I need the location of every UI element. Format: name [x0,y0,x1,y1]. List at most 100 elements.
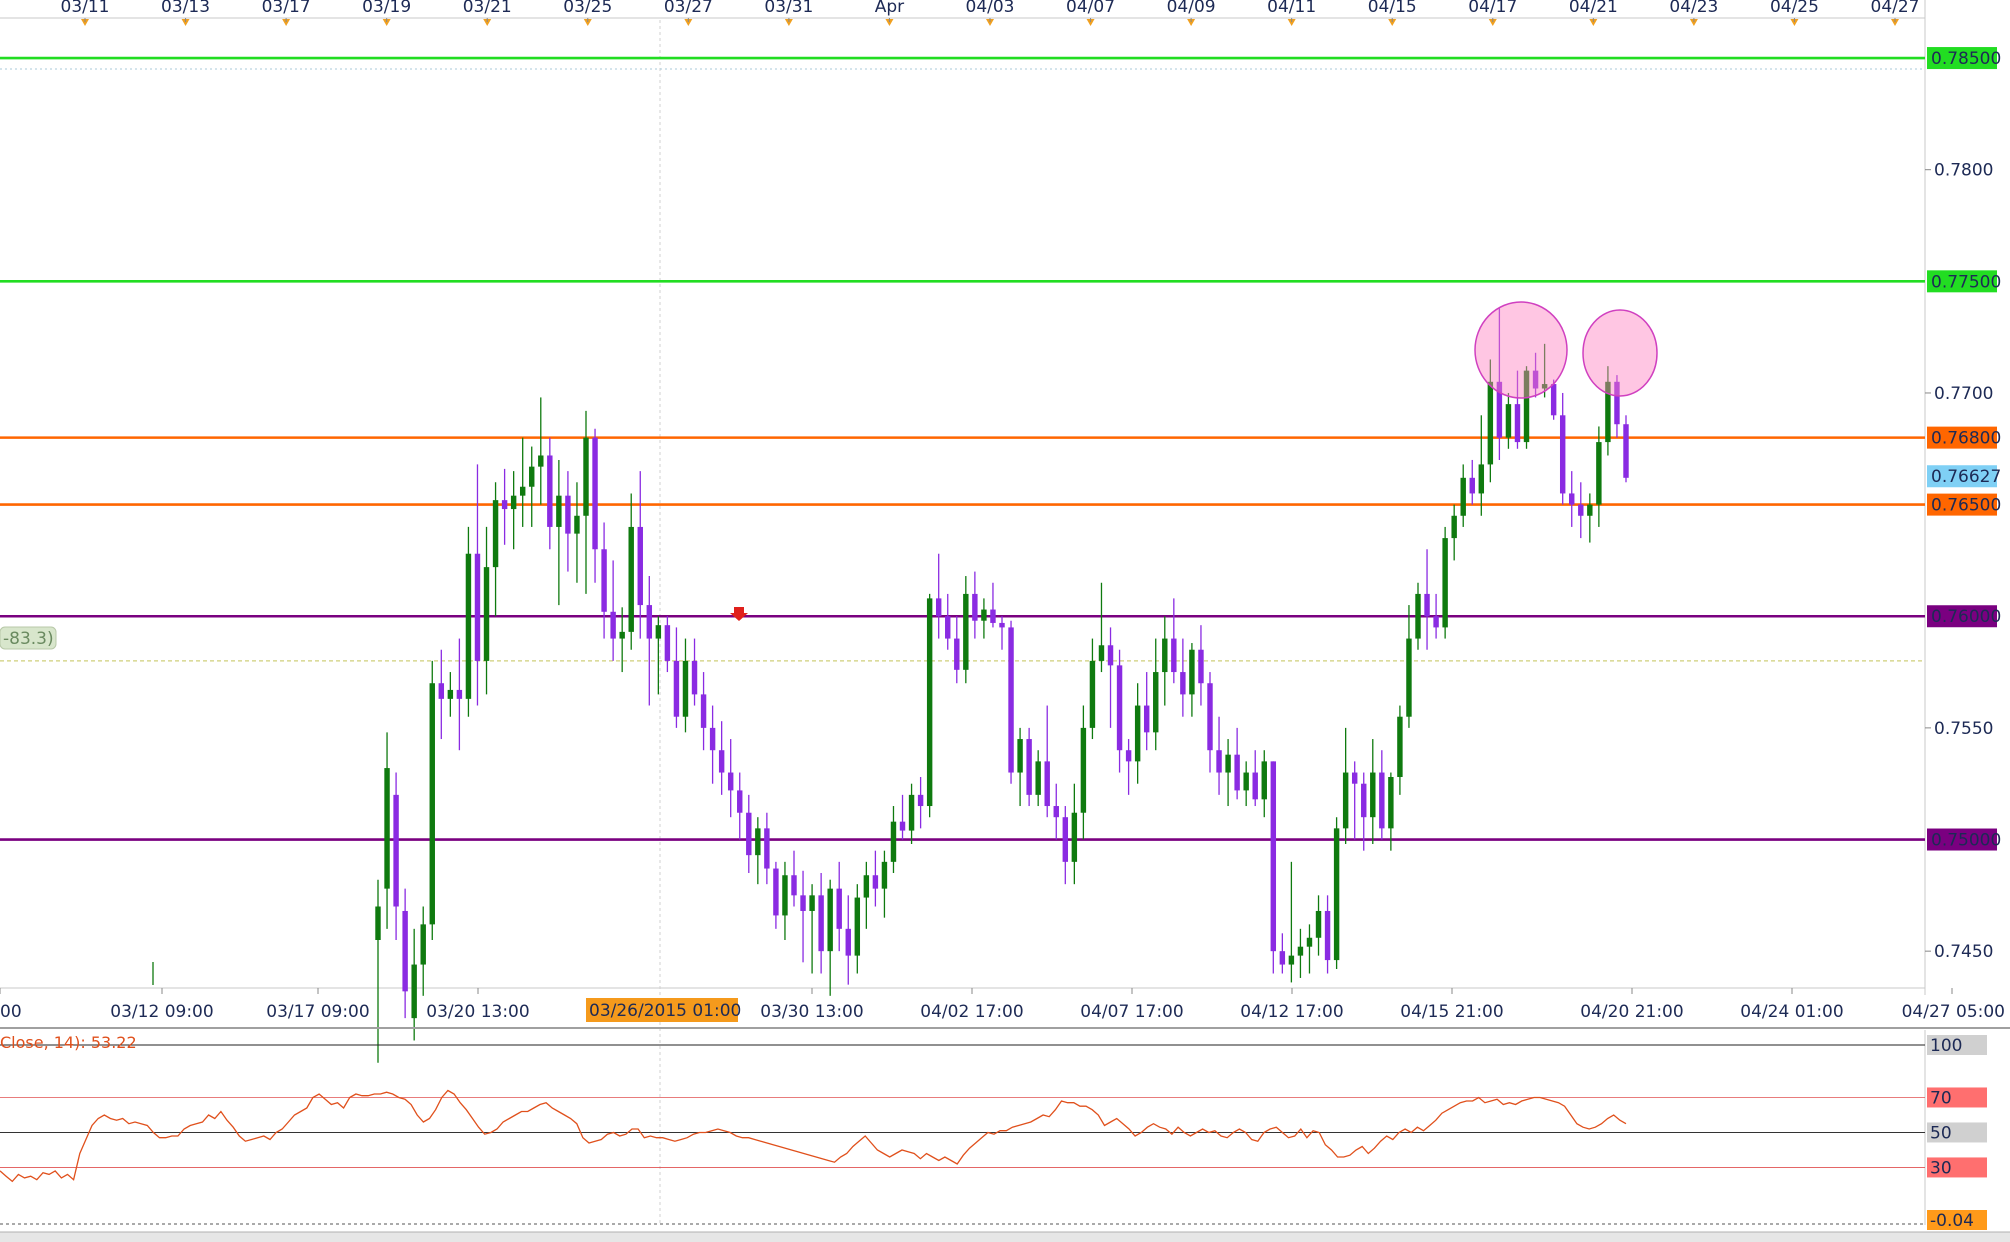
candle-body[interactable] [1198,649,1204,684]
candle-body[interactable] [1397,716,1403,778]
candle-body[interactable] [935,598,942,617]
candle-body[interactable] [1270,761,1277,952]
candle-body[interactable] [1442,538,1448,628]
candle-body[interactable] [673,660,680,717]
candle-body[interactable] [1370,772,1376,818]
candle-body[interactable] [1252,772,1258,800]
candle-body[interactable] [691,660,698,695]
candle-body[interactable] [764,828,770,869]
candle-body[interactable] [1587,504,1593,516]
candle-body[interactable] [700,694,707,728]
candle-body[interactable] [972,593,978,621]
candle-body[interactable] [1026,739,1032,795]
candle-body[interactable] [646,605,653,639]
candle-body[interactable] [628,526,634,632]
candle-body[interactable] [384,768,390,889]
candle-body[interactable] [709,727,716,751]
candle-body[interactable] [1614,381,1620,425]
candle-body[interactable] [999,622,1005,628]
candle-body[interactable] [547,455,553,527]
candle-body[interactable] [1505,404,1512,438]
candle-body[interactable] [1261,761,1267,800]
candle-body[interactable] [1180,672,1186,695]
candle-body[interactable] [1062,817,1069,862]
candle-body[interactable] [845,928,851,956]
candle-body[interactable] [890,821,897,862]
candle-body[interactable] [492,500,499,568]
candle-body[interactable] [393,794,399,907]
candle-body[interactable] [1424,593,1430,617]
candle-body[interactable] [1478,464,1485,494]
candle-body[interactable] [1623,424,1629,478]
candle-body[interactable] [1451,515,1457,539]
candle-body[interactable] [1415,593,1421,639]
candle-body[interactable] [510,495,517,510]
candle-body[interactable] [1044,761,1050,807]
candle-body[interactable] [1288,955,1295,965]
candle-body[interactable] [538,455,544,467]
candle-body[interactable] [1125,750,1132,762]
candle-body[interactable] [429,683,435,925]
candle-body[interactable] [592,437,598,550]
candle-body[interactable] [1487,381,1494,465]
candle-body[interactable] [818,895,824,952]
candle-body[interactable] [519,486,526,496]
candle-body[interactable] [483,567,490,661]
candle-body[interactable] [908,794,915,831]
candle-body[interactable] [1035,761,1041,795]
candle-body[interactable] [1361,783,1367,818]
candle-body[interactable] [737,790,743,813]
candle-body[interactable] [1080,727,1087,813]
candle-body[interactable] [1207,683,1213,751]
candle-body[interactable] [1324,910,1331,961]
candle-body[interactable] [945,616,951,639]
candle-body[interactable] [1550,384,1557,416]
candle-body[interactable] [881,861,888,889]
candle-body[interactable] [637,526,643,606]
candle-body[interactable] [1605,381,1611,443]
candle-body[interactable] [1243,772,1249,791]
candle-body[interactable] [1559,415,1566,494]
candle-body[interactable] [1189,649,1195,695]
candle-body[interactable] [556,495,562,527]
candle-body[interactable] [1496,381,1503,438]
candle-body[interactable] [1143,705,1150,733]
candle-body[interactable] [836,888,842,929]
candle-body[interactable] [1596,442,1602,505]
candle-body[interactable] [1017,739,1023,773]
candle-body[interactable] [1153,672,1159,733]
candle-body[interactable] [773,868,779,916]
candle-body[interactable] [1569,493,1575,505]
candle-body[interactable] [664,625,671,661]
candle-body[interactable] [501,500,508,510]
candle-body[interactable] [1342,772,1349,829]
candle-body[interactable] [1523,370,1530,443]
candle-body[interactable] [465,553,472,699]
candle-body[interactable] [782,875,788,916]
candle-body[interactable] [755,828,761,856]
candle-body[interactable] [583,437,589,516]
candle-body[interactable] [1225,754,1231,773]
candle-body[interactable] [447,689,454,699]
candle-body[interactable] [1098,645,1105,661]
candle-body[interactable] [1406,638,1412,717]
candle-body[interactable] [1315,910,1322,938]
candle-body[interactable] [565,495,571,534]
candle-body[interactable] [1279,951,1286,965]
candle-body[interactable] [619,631,625,639]
candle-body[interactable] [1008,627,1014,773]
candle-body[interactable] [1089,660,1096,728]
candle-body[interactable] [574,515,580,534]
candle-body[interactable] [926,598,933,807]
candle-body[interactable] [1541,384,1548,389]
candle-body[interactable] [411,964,417,1019]
candle-body[interactable] [1433,616,1439,628]
candle-body[interactable] [456,689,463,699]
candle-body[interactable] [963,593,969,670]
candle-body[interactable] [917,794,924,807]
candle-body[interactable] [1469,477,1475,494]
candle-body[interactable] [1514,404,1521,443]
candle-body[interactable] [438,683,445,699]
candle-body[interactable] [791,875,797,896]
candle-body[interactable] [601,549,607,612]
